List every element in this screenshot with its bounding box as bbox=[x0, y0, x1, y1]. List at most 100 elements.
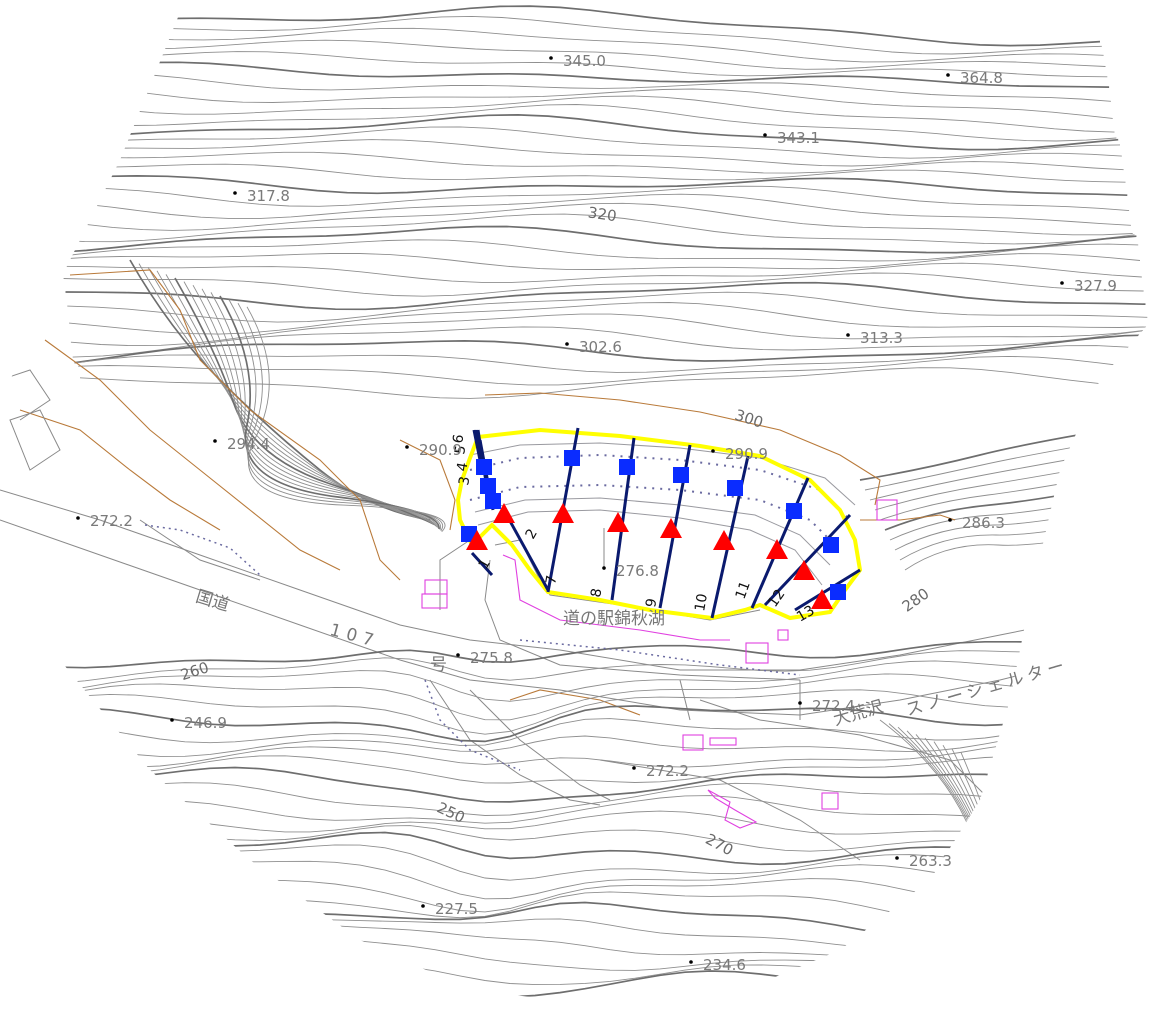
contour-line bbox=[59, 638, 1086, 669]
contour-line bbox=[52, 202, 1133, 236]
contour-line bbox=[960, 752, 1005, 893]
contour-line bbox=[67, 291, 1148, 323]
contour-line bbox=[49, 185, 1130, 212]
spot-height-dot bbox=[421, 904, 425, 908]
upper-survey-marker bbox=[673, 467, 689, 483]
contour-line bbox=[63, 272, 1144, 297]
road-label-snowshelter: スノーシェルター bbox=[904, 655, 1071, 720]
spot-height-label: 246.9 bbox=[184, 714, 227, 732]
section-line bbox=[794, 568, 861, 612]
contour-line bbox=[76, 345, 1157, 373]
contour-line bbox=[50, 193, 1131, 226]
road-label-go: 号 bbox=[430, 655, 447, 675]
contour-line bbox=[43, 151, 1124, 174]
upper-survey-marker bbox=[476, 459, 492, 475]
contour-line bbox=[129, 259, 431, 521]
section-number-label: 2 bbox=[523, 526, 541, 542]
contour-line bbox=[74, 334, 1155, 364]
spot-height-label: 302.6 bbox=[579, 338, 622, 356]
contour-line bbox=[59, 810, 1086, 835]
elevation-points: 345.0 364.8 343.1 317.8 327.9 313.3 302.6 294.4… bbox=[76, 52, 1117, 974]
contour-line bbox=[56, 225, 1137, 254]
contour-line bbox=[38, 114, 1119, 151]
upper-survey-marker bbox=[564, 450, 580, 466]
spot-height-dot bbox=[763, 133, 767, 137]
contour-line bbox=[39, 126, 1121, 159]
contour-line bbox=[61, 262, 1142, 283]
survey-markers bbox=[461, 450, 846, 609]
section-line bbox=[763, 513, 852, 607]
lower-survey-marker bbox=[811, 589, 833, 609]
contour-line bbox=[869, 441, 1169, 501]
contour-line bbox=[897, 726, 986, 868]
contour-line bbox=[889, 485, 1169, 541]
spot-height-label: 364.8 bbox=[960, 69, 1003, 87]
contour-line bbox=[879, 719, 981, 861]
contour-line bbox=[69, 302, 1150, 335]
spot-height-label: 227.5 bbox=[435, 900, 478, 918]
section-number-label: 8 bbox=[588, 587, 605, 599]
contour-line bbox=[60, 766, 1086, 803]
slope-berms bbox=[144, 442, 856, 771]
contour-line bbox=[30, 72, 1111, 102]
contour-line bbox=[59, 795, 1085, 825]
contour-value-labels: 320 300 280 260 250 270 bbox=[178, 203, 932, 859]
spot-height-label: 294.4 bbox=[227, 435, 270, 453]
spot-height-dot bbox=[948, 518, 952, 522]
spot-height-label: 290.9 bbox=[725, 445, 768, 463]
section-number-label: 13 bbox=[794, 603, 817, 626]
contour-line bbox=[58, 239, 1139, 262]
section-number-label: 7 bbox=[543, 574, 560, 586]
contour-line bbox=[59, 660, 1086, 702]
spot-height-label: 234.6 bbox=[703, 956, 746, 974]
spot-height-dot bbox=[549, 56, 553, 60]
contour-line bbox=[36, 104, 1117, 142]
section-number-label: 5 bbox=[452, 444, 469, 456]
lower-survey-marker bbox=[660, 518, 682, 538]
contour-line bbox=[54, 213, 1135, 245]
spot-height-label: 327.9 bbox=[1074, 277, 1117, 295]
spot-height-dot bbox=[632, 766, 636, 770]
spot-height-dot bbox=[233, 191, 237, 195]
section-line bbox=[472, 429, 482, 461]
section-number-label: 6 bbox=[450, 433, 467, 445]
contour-line bbox=[59, 938, 1086, 992]
contour-line bbox=[19, 5, 1101, 47]
spot-height-label: 345.0 bbox=[563, 52, 606, 70]
upper-survey-marker bbox=[786, 503, 802, 519]
contour-line bbox=[59, 951, 1086, 1005]
spot-height-label: 313.3 bbox=[860, 329, 903, 347]
lower-survey-marker bbox=[713, 530, 735, 550]
lower-survey-marker bbox=[493, 503, 515, 523]
contour-line bbox=[23, 27, 1104, 63]
contour-line bbox=[72, 326, 1153, 358]
lower-survey-marker bbox=[552, 503, 574, 523]
spot-height-label: 286.3 bbox=[962, 514, 1005, 532]
contour-line bbox=[59, 825, 1086, 852]
contour-line bbox=[32, 83, 1113, 119]
upper-survey-marker bbox=[480, 478, 496, 494]
contour-line bbox=[59, 673, 1086, 721]
spot-height-label: 275.8 bbox=[470, 649, 513, 667]
contour-line bbox=[59, 782, 1086, 816]
section-line bbox=[503, 511, 550, 591]
contour-line bbox=[59, 730, 1086, 757]
lower-survey-marker bbox=[466, 530, 488, 550]
upper-survey-marker bbox=[619, 459, 635, 475]
contour-line bbox=[859, 419, 1169, 481]
spot-height-label: 272.2 bbox=[646, 762, 689, 780]
contour-line bbox=[29, 61, 1110, 88]
contour-line bbox=[70, 313, 1151, 347]
spot-height-dot bbox=[565, 342, 569, 346]
upper-survey-marker bbox=[727, 480, 743, 496]
spot-height-dot bbox=[1060, 281, 1064, 285]
contour-line bbox=[25, 39, 1106, 70]
upper-survey-marker bbox=[830, 584, 846, 600]
spot-height-label: 290.9 bbox=[419, 441, 462, 459]
contour-line bbox=[27, 51, 1108, 78]
spot-height-dot bbox=[798, 701, 802, 705]
section-number-label: 10 bbox=[692, 592, 711, 612]
contour-label: 300 bbox=[733, 406, 766, 432]
spot-height-dot bbox=[689, 960, 693, 964]
lower-survey-marker bbox=[766, 539, 788, 559]
